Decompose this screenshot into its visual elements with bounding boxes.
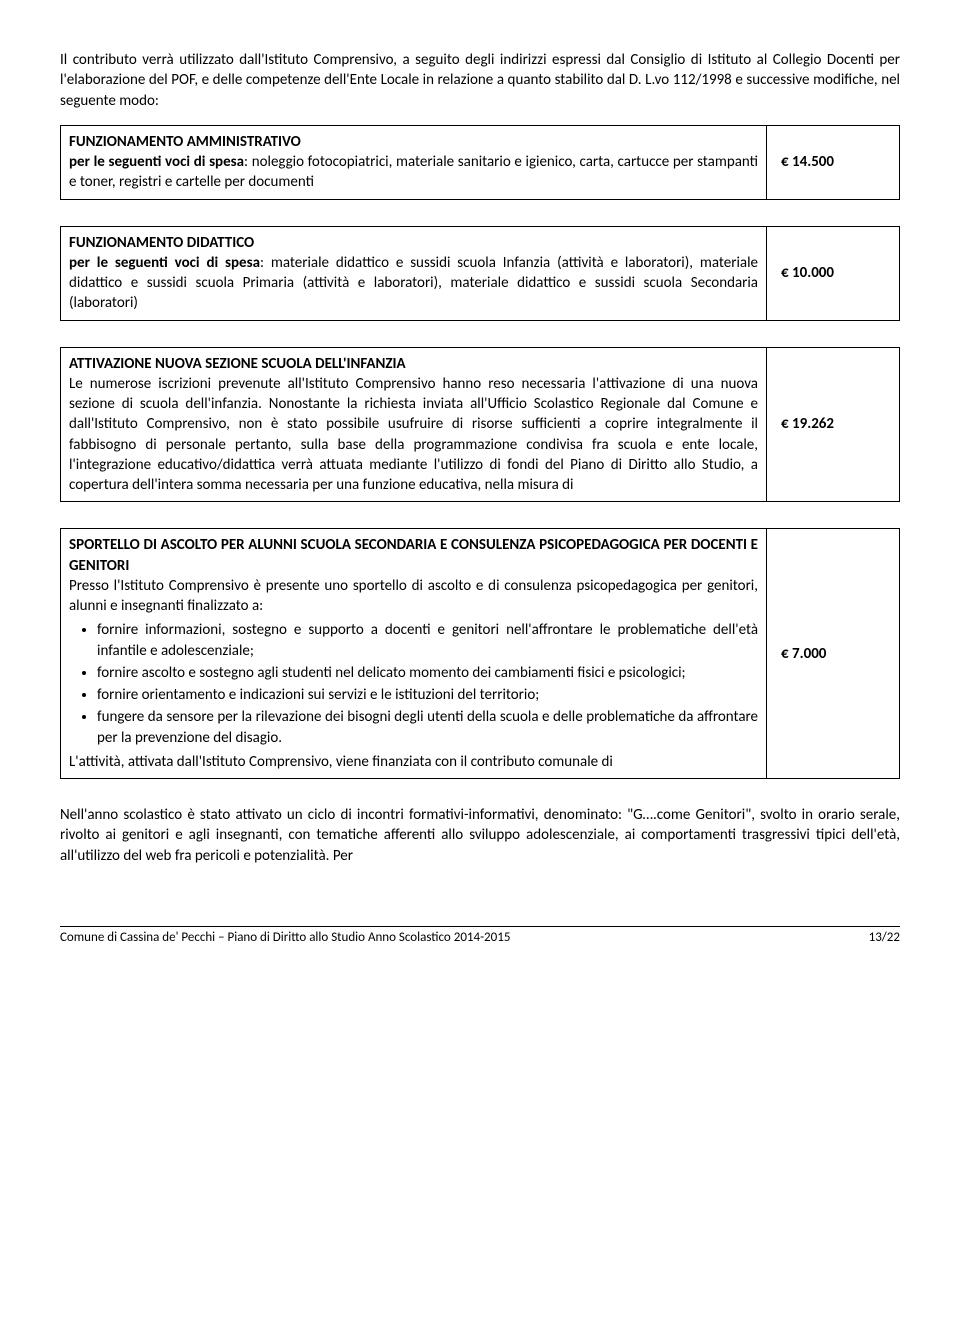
box4-bullet: fornire orientamento e indicazioni sui s… (97, 685, 758, 705)
box-sportello-ascolto: SPORTELLO DI ASCOLTO PER ALUNNI SCUOLA S… (60, 528, 900, 779)
box-nuova-sezione-infanzia: ATTIVAZIONE NUOVA SEZIONE SCUOLA DELL'IN… (60, 347, 900, 503)
box4-bullet: fungere da sensore per la rilevazione de… (97, 707, 758, 748)
closing-paragraph: Nell'anno scolastico è stato attivato un… (60, 805, 900, 866)
box4-amount: € 7.000 (767, 529, 900, 779)
box2-amount: € 10.000 (767, 226, 900, 320)
box4-bullet: fornire ascolto e sostegno agli studenti… (97, 663, 758, 683)
box4-desc: SPORTELLO DI ASCOLTO PER ALUNNI SCUOLA S… (61, 529, 767, 779)
footer-left: Comune di Cassina de' Pecchi – Piano di … (60, 929, 510, 947)
box4-bullet: fornire informazioni, sostegno e support… (97, 620, 758, 661)
box3-desc: ATTIVAZIONE NUOVA SEZIONE SCUOLA DELL'IN… (61, 347, 767, 502)
footer-right: 13/22 (869, 929, 900, 947)
box3-heading: ATTIVAZIONE NUOVA SEZIONE SCUOLA DELL'IN… (69, 355, 406, 373)
footer: Comune di Cassina de' Pecchi – Piano di … (60, 926, 900, 947)
box4-heading: SPORTELLO DI ASCOLTO PER ALUNNI SCUOLA S… (69, 536, 758, 574)
box1-amount: € 14.500 (767, 125, 900, 199)
box2-desc: FUNZIONAMENTO DIDATTICO per le seguenti … (61, 226, 767, 320)
box4-bullets: fornire informazioni, sostegno e support… (97, 620, 758, 748)
box2-label: per le seguenti voci di spesa (69, 254, 260, 272)
box4-trail: L'attività, attivata dall'Istituto Compr… (69, 753, 613, 771)
box1-desc: FUNZIONAMENTO AMMINISTRATIVO per le segu… (61, 125, 767, 199)
box3-body: Le numerose iscrizioni prevenute all'Ist… (69, 375, 758, 494)
box-funzionamento-amministrativo: FUNZIONAMENTO AMMINISTRATIVO per le segu… (60, 125, 900, 200)
intro-paragraph: Il contributo verrà utilizzato dall'Isti… (60, 50, 900, 111)
box4-lead: Presso l'Istituto Comprensivo è presente… (69, 577, 758, 615)
box-funzionamento-didattico: FUNZIONAMENTO DIDATTICO per le seguenti … (60, 226, 900, 321)
box1-label: per le seguenti voci di spesa (69, 153, 244, 171)
box1-heading: FUNZIONAMENTO AMMINISTRATIVO (69, 133, 301, 151)
box3-amount: € 19.262 (767, 347, 900, 502)
box2-heading: FUNZIONAMENTO DIDATTICO (69, 234, 254, 252)
